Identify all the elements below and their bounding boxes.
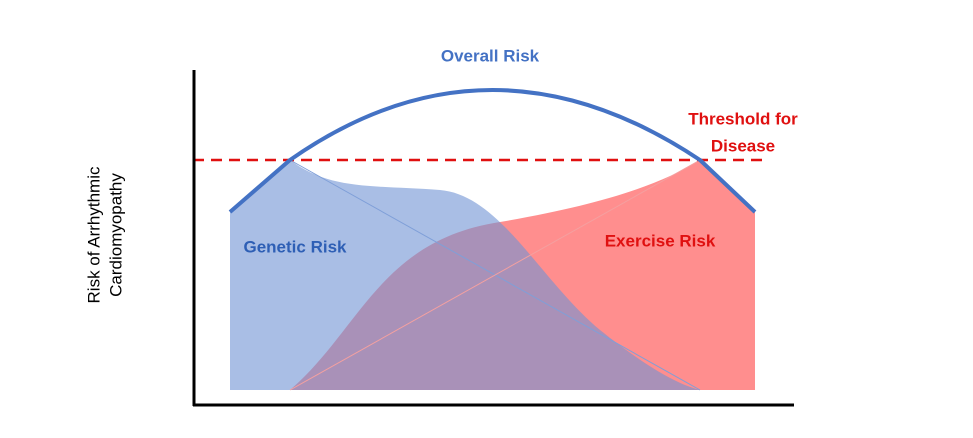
exercise-trend bbox=[289, 159, 701, 391]
overall-risk-label: Overall Risk bbox=[441, 46, 540, 65]
exercise-risk-label: Exercise Risk bbox=[605, 231, 716, 250]
genetic-risk-area bbox=[230, 160, 700, 390]
y-axis-label-line: Risk of Arrhythmic bbox=[84, 166, 103, 303]
threshold-label: Threshold for bbox=[688, 109, 798, 128]
overall-risk-curve bbox=[228, 88, 757, 214]
threshold-label: Disease bbox=[711, 136, 775, 155]
y-axis-label-line: Cardiomyopathy bbox=[106, 173, 125, 297]
y-axis-label: Risk of Arrhythmic Cardiomyopathy bbox=[84, 166, 125, 303]
genetic-risk-label: Genetic Risk bbox=[244, 237, 348, 256]
